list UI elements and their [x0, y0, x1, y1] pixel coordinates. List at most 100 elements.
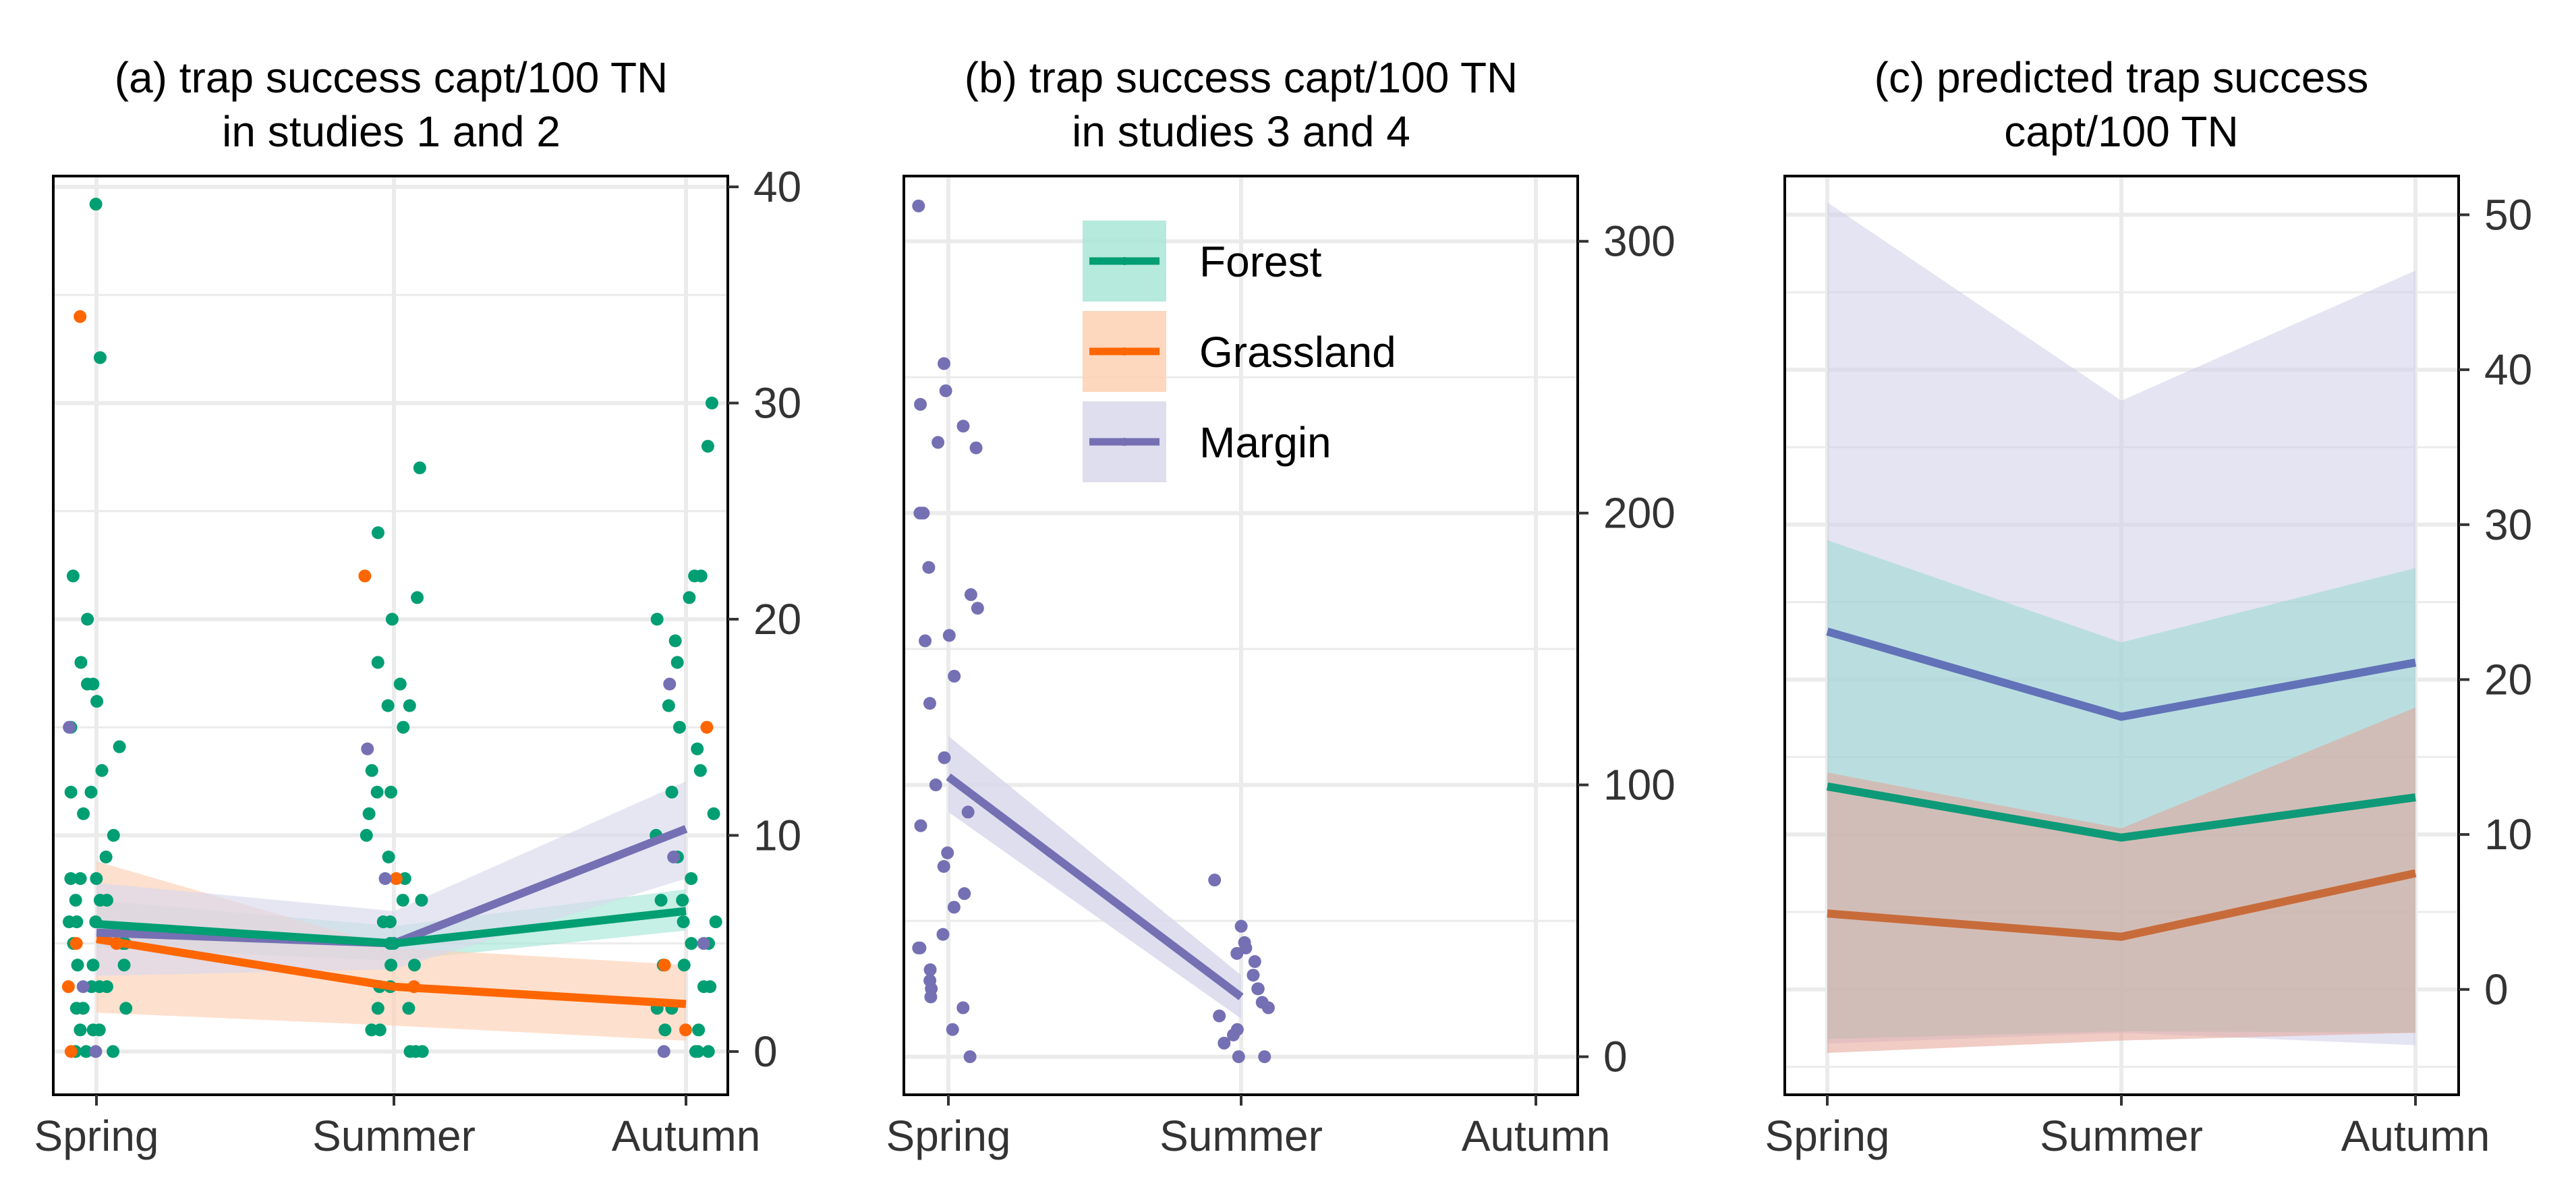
margin-point [956, 1001, 970, 1015]
x-tick-label: Spring [1765, 1112, 1890, 1160]
forest-point [407, 959, 421, 972]
margin-point [1251, 982, 1265, 996]
forest-point [64, 872, 78, 886]
forest-point [360, 828, 373, 842]
x-tick-label: Spring [886, 1112, 1011, 1160]
margin-point [946, 1023, 959, 1036]
margin-point [89, 1045, 103, 1058]
margin-point [1218, 1036, 1231, 1050]
forest-point [665, 785, 679, 799]
grassland-point [69, 937, 83, 950]
margin-point [1258, 1050, 1271, 1064]
forest-point [371, 1002, 384, 1015]
margin-trend-line [1826, 627, 2417, 721]
forest-point [90, 695, 104, 708]
forest-point [365, 764, 378, 777]
forest-point [93, 351, 107, 364]
grassland-confidence-band [1827, 707, 2415, 1053]
grassland-trend-line [1827, 869, 2417, 941]
forest-point [662, 699, 675, 712]
legend-label-margin: Margin [1199, 418, 1332, 467]
margin-point [361, 742, 374, 755]
forest-point [64, 785, 78, 799]
y-tick-label: 0 [753, 1027, 778, 1076]
panel-a-plot-area: 0 10 20 30 40 Spring Summer Autumn [34, 163, 802, 1160]
margin-point [923, 697, 936, 710]
y-tick-label: 20 [753, 595, 801, 644]
y-tick-label: 10 [2484, 810, 2532, 859]
legend-label-grassland: Grassland [1199, 328, 1396, 376]
margin-confidence-band [948, 736, 1241, 1019]
margin-confidence-band [96, 781, 686, 976]
forest-point [370, 785, 384, 799]
forest-point [413, 461, 426, 475]
panel-b: (b) trap success capt/100 TN in studies … [886, 53, 1676, 1160]
forest-point [693, 764, 707, 777]
forest-point [393, 677, 407, 691]
forest-point [92, 1023, 106, 1037]
margin-point [964, 588, 977, 602]
margin-point [937, 357, 950, 370]
y-tick-label: 50 [2484, 190, 2532, 239]
margin-point [922, 561, 936, 574]
panel-c: (c) predicted trap success capt/100 TN 0… [1765, 53, 2533, 1160]
margin-point [1208, 874, 1222, 887]
y-tick-label: 300 [1603, 217, 1676, 266]
margin-trend-line [946, 773, 1244, 1000]
legend-key-margin-dot [1120, 438, 1128, 446]
forest-point [702, 1045, 715, 1058]
forest-point [81, 612, 94, 626]
forest-point [403, 699, 416, 712]
forest-point [371, 656, 384, 669]
forest-point [650, 612, 664, 626]
forest-point [89, 198, 103, 211]
x-tick-label: Autumn [612, 1112, 761, 1160]
forest-point [80, 1045, 93, 1058]
forest-point [90, 872, 103, 886]
margin-point [1213, 1009, 1226, 1023]
forest-point [362, 807, 376, 820]
margin-point [76, 980, 90, 994]
x-tick-label: Spring [34, 1112, 159, 1160]
panel-border [52, 175, 729, 1096]
legend-key-grassland-dot [1120, 347, 1128, 355]
margin-point [937, 860, 950, 874]
panel-b-plot-area: 0 100 200 300 Spring Summer Autumn [886, 175, 1676, 1160]
forest-point [705, 396, 718, 409]
legend: Forest Grassland Margin [1083, 221, 1396, 482]
forest-point [107, 1045, 120, 1058]
forest-point [691, 742, 704, 755]
legend-key-forest-dot [1120, 257, 1128, 265]
forest-point [371, 526, 384, 540]
forest-point [382, 850, 395, 863]
margin-point [657, 1045, 670, 1058]
x-tick-label: Summer [1160, 1112, 1323, 1160]
forest-point [119, 1002, 133, 1015]
margin-point [913, 507, 927, 520]
forest-point [77, 807, 90, 820]
margin-point [667, 850, 681, 863]
margin-point [947, 901, 961, 914]
forest-point [383, 915, 397, 929]
margin-point [938, 751, 951, 764]
grassland-point [658, 959, 671, 972]
forest-point [415, 894, 428, 907]
forest-point [707, 807, 720, 820]
forest-point [95, 764, 109, 777]
panel-c-title-line2: capt/100 TN [2004, 107, 2238, 156]
margin-point [941, 846, 954, 859]
margin-point [914, 397, 927, 411]
forest-point [86, 959, 100, 972]
forest-point [84, 785, 98, 799]
forest-point [692, 1023, 706, 1037]
margin-point [1230, 946, 1244, 960]
forest-point [99, 850, 113, 863]
grassland-point [74, 310, 87, 323]
panel-c-title-line1: (c) predicted trap success [1874, 53, 2369, 102]
forest-point [381, 699, 395, 712]
forest-point [384, 959, 398, 972]
x-tick-label: Summer [2040, 1112, 2203, 1160]
margin-point [912, 199, 925, 212]
forest-point [416, 1045, 429, 1058]
